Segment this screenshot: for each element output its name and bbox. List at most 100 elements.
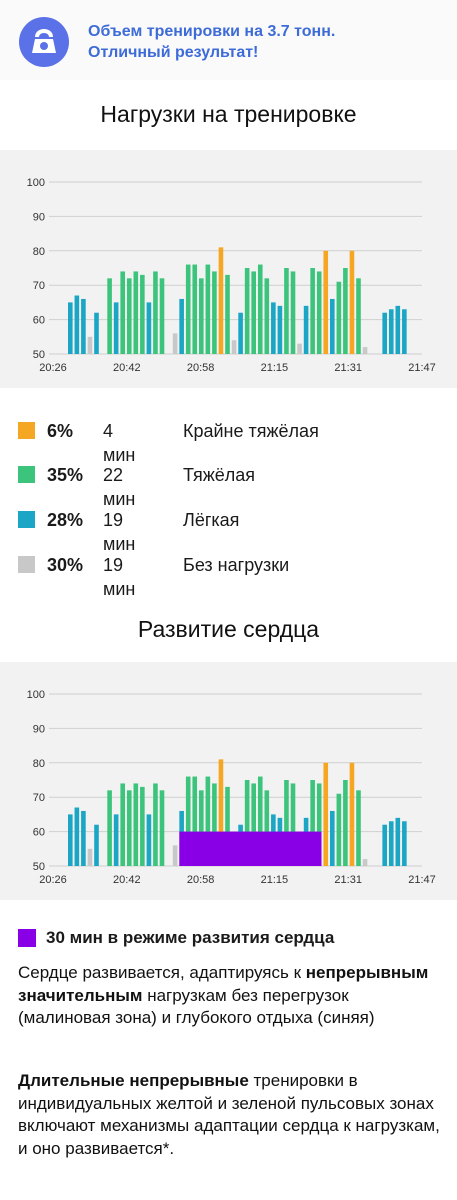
hr-bar <box>146 814 152 866</box>
hr-bar <box>179 298 184 354</box>
hr-bar <box>297 343 302 354</box>
hr-bar <box>172 845 178 866</box>
hr-bar <box>81 298 86 354</box>
x-tick-label: 20:26 <box>39 874 67 886</box>
y-tick-label: 50 <box>33 861 45 873</box>
hr-bar <box>402 309 407 354</box>
hr-bar <box>192 776 198 866</box>
hr-bar <box>323 250 329 354</box>
hr-bar <box>87 848 93 866</box>
y-tick-label: 80 <box>33 246 45 258</box>
hr-bar <box>284 780 289 866</box>
hr-bar <box>395 817 401 866</box>
legend-pct: 35% <box>47 465 84 485</box>
heart-section-title: Развитие сердца <box>137 616 320 642</box>
hr-bar <box>323 762 329 866</box>
x-tick-label: 20:42 <box>113 362 141 374</box>
hr-bar <box>113 814 119 866</box>
hr-bar <box>244 780 250 866</box>
hr-bar <box>402 821 407 866</box>
legend-swatch-heavy <box>18 466 35 483</box>
hr-bar <box>225 786 230 866</box>
hr-bar <box>251 271 256 354</box>
x-tick-label: 20:26 <box>39 362 67 374</box>
hr-bar <box>218 759 224 866</box>
hr-bar <box>107 790 112 866</box>
x-tick-label: 21:31 <box>334 362 362 374</box>
hr-bar <box>159 278 165 354</box>
x-tick-label: 21:47 <box>408 362 436 374</box>
legend-label: Без нагрузки <box>183 555 290 575</box>
hr-bar <box>264 790 270 866</box>
hr-bar <box>153 271 158 354</box>
hr-bar <box>316 271 322 354</box>
x-tick-label: 20:58 <box>187 362 215 374</box>
hr-bar <box>231 340 237 354</box>
p2-part-a: Длительные непрерывные <box>18 1071 249 1090</box>
legend-swatch-rest <box>18 556 35 573</box>
hr-bar <box>185 264 191 354</box>
hr-bar <box>68 302 73 354</box>
hr-bar <box>382 312 387 354</box>
hr-bar <box>120 783 125 866</box>
hr-bar <box>199 790 204 866</box>
y-tick-label: 90 <box>33 723 45 735</box>
hr-bar <box>205 776 211 866</box>
legend-pct: 30% <box>47 555 84 575</box>
hr-bar <box>356 790 361 866</box>
y-tick-label: 90 <box>33 211 45 223</box>
hr-bar <box>185 776 191 866</box>
hr-bar <box>316 783 322 866</box>
hr-bar <box>159 790 165 866</box>
y-tick-label: 60 <box>33 827 45 839</box>
hr-bar <box>126 278 132 354</box>
hr-bar <box>74 807 80 866</box>
hr-bar <box>343 268 348 354</box>
legend-mins: 19 мин <box>103 510 136 554</box>
hr-bar <box>140 274 145 354</box>
hr-bar <box>349 250 355 354</box>
hr-bar <box>192 264 198 354</box>
hr-bar <box>153 783 158 866</box>
heart-chart: 100 90 80 70 60 50 20:26 20:42 20:58 21:15 21:31 21… <box>0 662 457 900</box>
hr-bar <box>264 278 270 354</box>
hr-bar <box>395 305 401 354</box>
p1-part-c: нагрузкам без перегрузок (малиновая зона… <box>18 985 375 1028</box>
heart-dev-label: 30 мин в режиме развития сердца <box>46 928 335 947</box>
hr-bar <box>271 302 276 354</box>
hr-bar <box>382 824 387 866</box>
load-section-title: Нагрузки на тренировке <box>100 101 357 127</box>
legend-label: Крайне тяжёлая <box>183 421 319 441</box>
kettlebell-icon <box>19 17 69 67</box>
y-tick-label: 100 <box>27 177 45 189</box>
legend-mins: 4 мин <box>103 421 136 465</box>
hr-bar <box>87 336 93 354</box>
achievement-banner: Объем тренировки на 3.7 тонн. Отличный р… <box>0 0 457 80</box>
achievement-text: Объем тренировки на 3.7 тонн. Отличный р… <box>88 21 448 63</box>
hr-bar <box>310 268 315 354</box>
hr-bar <box>257 776 263 866</box>
hr-bar <box>133 783 139 866</box>
legend-label: Тяжёлая <box>183 465 256 485</box>
heart-zone-band <box>179 831 322 866</box>
achievement-line-2: Отличный результат! <box>88 44 259 61</box>
hr-bar <box>212 271 217 354</box>
y-tick-label: 70 <box>33 280 45 292</box>
hr-bar <box>388 821 394 866</box>
legend-label: Лёгкая <box>183 510 240 530</box>
heart-dev-paragraph-2: Длительные непрерывные тренировки в инди… <box>18 1070 443 1160</box>
hr-bar <box>218 247 224 354</box>
hr-bar <box>133 271 139 354</box>
hr-bar <box>336 793 342 866</box>
legend-pct: 28% <box>47 510 84 530</box>
hr-bar <box>94 824 99 866</box>
x-tick-label: 21:31 <box>334 874 362 886</box>
hr-bar <box>349 762 355 866</box>
hr-bar <box>212 783 217 866</box>
hr-bar <box>257 264 263 354</box>
hr-bar <box>126 790 132 866</box>
p2-part-b: тренировки в индивидуальных желтой и зел… <box>18 1071 440 1158</box>
x-tick-label: 20:58 <box>187 874 215 886</box>
